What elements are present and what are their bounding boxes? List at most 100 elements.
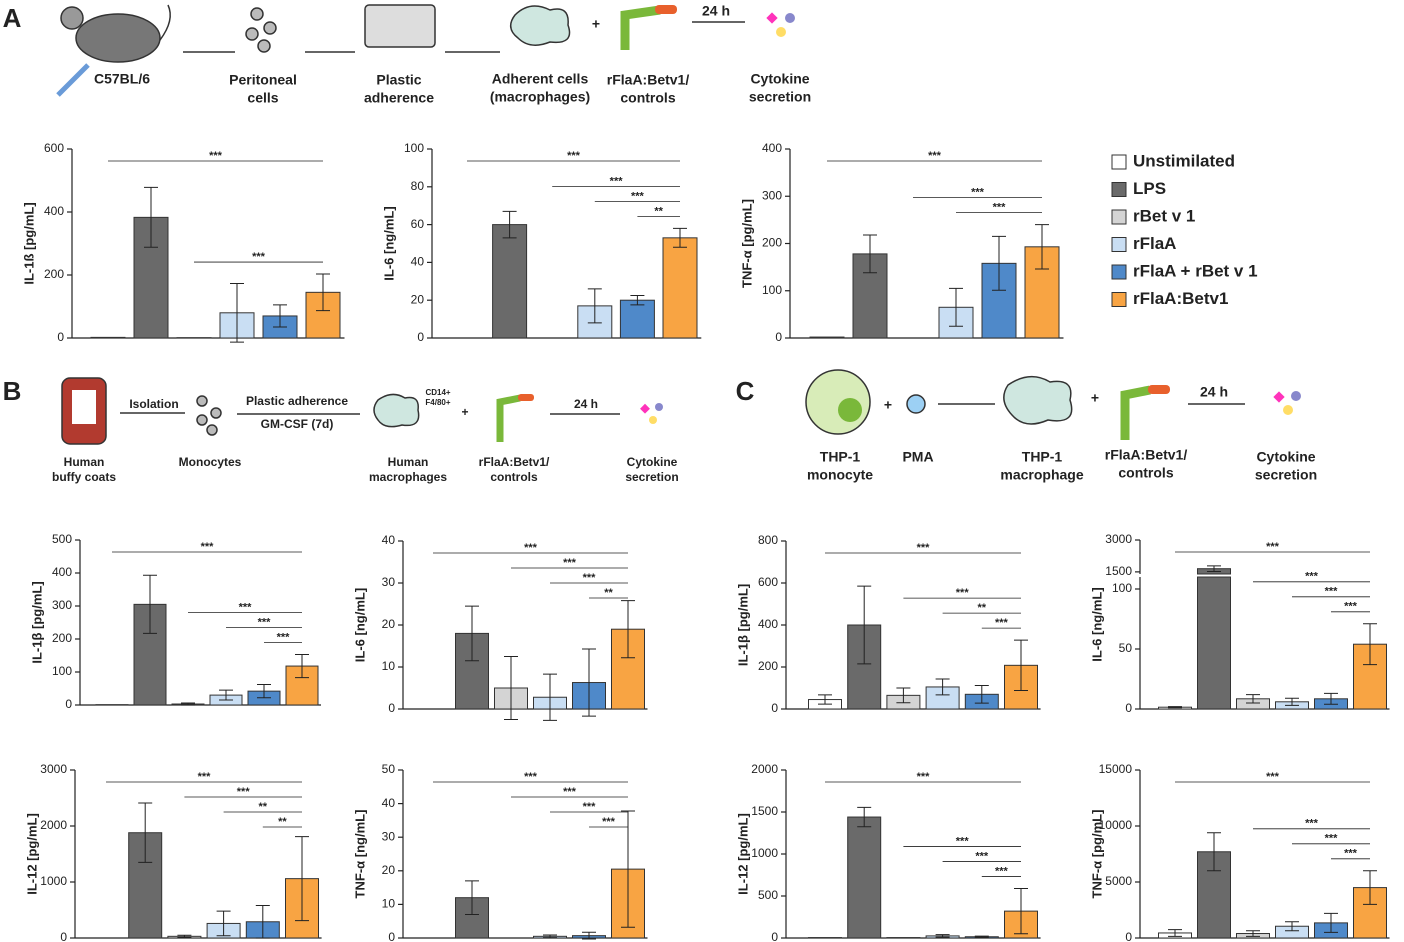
schematic-label: (macrophages) bbox=[490, 89, 590, 105]
error-bar bbox=[621, 600, 635, 659]
schematic-label: Isolation bbox=[129, 397, 178, 411]
error-bar bbox=[863, 234, 877, 274]
y-axis-label: IL-6 [ng/mL] bbox=[381, 206, 396, 280]
protein-tag bbox=[655, 5, 677, 14]
significance-label: *** bbox=[1344, 601, 1358, 613]
error-bar bbox=[935, 934, 950, 938]
y-axis-label: TNF-α [pg/mL] bbox=[739, 199, 754, 288]
schematic-label: secretion bbox=[625, 470, 678, 484]
y-tick-label: 5000 bbox=[1105, 874, 1132, 888]
error-bar bbox=[1014, 887, 1028, 935]
protein bbox=[1120, 385, 1151, 440]
y-tick-label: 0 bbox=[65, 697, 72, 711]
schematic-label: secretion bbox=[1255, 467, 1317, 483]
y-tick-label: 100 bbox=[52, 664, 72, 678]
y-tick-label: 600 bbox=[44, 141, 64, 155]
y-tick-label: 3000 bbox=[1105, 532, 1132, 546]
y-tick-label: 400 bbox=[44, 204, 64, 218]
cell bbox=[263, 21, 277, 35]
schematic-label: + bbox=[884, 397, 892, 413]
protein-tag bbox=[1148, 385, 1170, 394]
y-tick-label: 20 bbox=[411, 292, 425, 306]
y-tick-label: 30 bbox=[382, 575, 396, 589]
protein bbox=[620, 5, 661, 50]
bar bbox=[662, 237, 698, 339]
y-tick-label: 200 bbox=[52, 631, 72, 645]
y-tick-label: 3000 bbox=[40, 762, 67, 776]
y-axis-label: IL-1ß [pg/mL] bbox=[21, 202, 36, 284]
error-bar bbox=[316, 273, 330, 312]
error-bar bbox=[1014, 639, 1028, 692]
schematic-label: Cytokine bbox=[1256, 449, 1315, 465]
error-bar bbox=[1207, 832, 1221, 872]
panel-label: B bbox=[3, 376, 22, 406]
error-bar bbox=[273, 304, 287, 328]
schematic-label: 24 h bbox=[702, 3, 730, 19]
legend-swatch bbox=[1111, 154, 1127, 170]
error-bar bbox=[1168, 706, 1182, 709]
error-bar bbox=[1285, 921, 1299, 932]
significance-label: ** bbox=[654, 205, 663, 217]
schematic-label: buffy coats bbox=[52, 470, 116, 484]
error-bar bbox=[1324, 692, 1338, 705]
legend-swatch bbox=[1111, 237, 1127, 252]
monocyte bbox=[805, 369, 871, 435]
bar bbox=[619, 299, 655, 339]
mouse-icon bbox=[75, 13, 161, 63]
error-bar bbox=[1246, 694, 1260, 704]
significance-label: *** bbox=[975, 850, 989, 862]
y-tick-label: 0 bbox=[60, 930, 67, 942]
y-tick-label: 0 bbox=[1125, 930, 1132, 942]
error-bar bbox=[543, 934, 557, 939]
significance-label: *** bbox=[995, 617, 1009, 629]
schematic-label: Plastic adherence bbox=[246, 394, 348, 408]
y-tick-label: 100 bbox=[404, 141, 424, 155]
error-bar bbox=[1285, 697, 1299, 706]
schematic-label: + bbox=[1091, 390, 1099, 406]
y-tick-label: 20 bbox=[382, 863, 396, 877]
y-tick-label: 200 bbox=[762, 236, 782, 250]
error-bar bbox=[143, 574, 157, 634]
y-tick-label: 500 bbox=[758, 888, 778, 902]
error-bar bbox=[177, 934, 192, 938]
error-bar bbox=[1168, 929, 1182, 937]
y-tick-label: 0 bbox=[1125, 701, 1132, 715]
y-tick-label: 0 bbox=[775, 330, 782, 344]
error-bar bbox=[1035, 224, 1049, 270]
y-tick-label: 50 bbox=[1119, 641, 1133, 655]
y-tick-label: 0 bbox=[417, 330, 424, 344]
significance-label: *** bbox=[277, 631, 291, 643]
bar bbox=[90, 336, 126, 339]
cell bbox=[250, 7, 264, 21]
pma bbox=[906, 394, 926, 414]
y-tick-label: 100 bbox=[762, 283, 782, 297]
y-tick-label: 200 bbox=[758, 659, 778, 673]
schematic-label: Human bbox=[64, 455, 105, 469]
schematic-label: monocyte bbox=[807, 467, 873, 483]
error-bar bbox=[255, 905, 270, 939]
bar bbox=[492, 224, 528, 339]
syringe bbox=[56, 63, 90, 97]
error-bar bbox=[582, 931, 596, 940]
significance-label: *** bbox=[956, 835, 970, 847]
significance-label: *** bbox=[995, 865, 1009, 877]
significance-label: *** bbox=[567, 150, 581, 162]
y-tick-label: 1500 bbox=[751, 804, 778, 818]
cytokine bbox=[649, 416, 657, 424]
legend-label: Unstimilated bbox=[1133, 151, 1235, 170]
schematic-label: controls bbox=[620, 90, 675, 106]
error-bar bbox=[465, 880, 479, 915]
schematic-label: CD14+ bbox=[425, 388, 450, 397]
significance-label: *** bbox=[563, 557, 577, 569]
significance-label: *** bbox=[237, 786, 251, 798]
schematic-label: Human bbox=[388, 455, 429, 469]
y-axis-label: IL-12 [pg/mL] bbox=[24, 813, 39, 895]
protein bbox=[496, 394, 521, 442]
panel-label: C bbox=[736, 376, 755, 406]
error-bar bbox=[144, 186, 158, 248]
error-bar bbox=[582, 648, 596, 717]
significance-label: *** bbox=[252, 251, 266, 263]
cell bbox=[210, 407, 222, 419]
schematic-label: THP-1 bbox=[1022, 449, 1063, 465]
